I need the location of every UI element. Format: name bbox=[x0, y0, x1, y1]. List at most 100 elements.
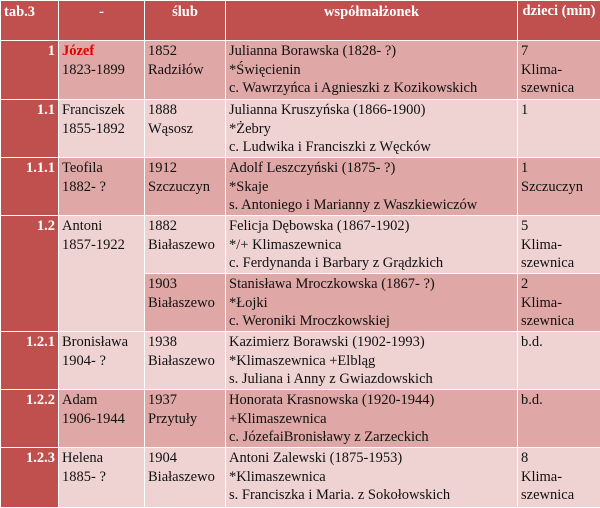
person-name: Antoni bbox=[62, 217, 141, 236]
person-name: Józef bbox=[62, 42, 141, 61]
spouse-birth-death: *Skaje bbox=[229, 178, 514, 197]
person-name: Bronisława bbox=[62, 333, 141, 352]
header-tab: tab.3 bbox=[1, 1, 59, 41]
children-text: 2 bbox=[521, 275, 597, 294]
spouse-parents: s. Antoniego i Marianny z Waszkiewiczów bbox=[229, 196, 514, 215]
person-name: Helena bbox=[62, 449, 141, 468]
spouse-parents: c. JózefaiBronisławy z Zarzeckich bbox=[229, 428, 514, 447]
person-years: 1823-1899 bbox=[62, 61, 141, 80]
person-years: 1882- ? bbox=[62, 178, 141, 197]
children-text: 1 bbox=[521, 101, 597, 120]
row-id: 1.2.2 bbox=[1, 390, 59, 448]
children-text: 7 bbox=[521, 42, 597, 61]
spouse-name: Honorata Krasnowska (1920-1944) bbox=[229, 391, 514, 410]
spouse-name: Stanisława Mroczkowska (1867- ?) bbox=[229, 275, 514, 294]
row-id: 1.1.1 bbox=[1, 158, 59, 216]
children-text: b.d. bbox=[521, 391, 597, 410]
children-text: 1 bbox=[521, 159, 597, 178]
row-id: 1.1 bbox=[1, 100, 59, 158]
spouse-parents: c. Ferdynanda i Barbary z Grądzkich bbox=[229, 254, 514, 273]
wedding-place: Białaszewo bbox=[148, 352, 222, 371]
spouse-birth-death: +Klimaszewnica bbox=[229, 410, 514, 429]
children-cell: 1 bbox=[518, 100, 600, 158]
spouse-parents: c. Ludwika i Franciszki z Węcków bbox=[229, 138, 514, 157]
children-text: 5 bbox=[521, 217, 597, 236]
spouse-birth-death: *Łojki bbox=[229, 294, 514, 313]
children-cell: b.d. bbox=[518, 332, 600, 390]
spouse-name: Julianna Kruszyńska (1866-1900) bbox=[229, 101, 514, 120]
person-name: Adam bbox=[62, 391, 141, 410]
wedding-year: 1904 bbox=[148, 449, 222, 468]
children-text: szewnica bbox=[521, 79, 597, 98]
spouse-parents: c. Wawrzyńca i Agnieszki z Kozikowskich bbox=[229, 79, 514, 98]
children-text: Szczuczyn bbox=[521, 178, 597, 197]
children-text: szewnica bbox=[521, 312, 597, 331]
person-years: 1906-1944 bbox=[62, 410, 141, 429]
children-text: 8 bbox=[521, 449, 597, 468]
wedding-year: 1912 bbox=[148, 159, 222, 178]
spouse-cell: Honorata Krasnowska (1920-1944)+Klimasze… bbox=[226, 390, 518, 448]
wedding-place: Białaszewo bbox=[148, 236, 222, 255]
spouse-parents: c. Weroniki Mroczkowskiej bbox=[229, 312, 514, 331]
wedding-year: 1888 bbox=[148, 101, 222, 120]
spouse-parents: s. Franciszka i Maria. z Sokołowskich bbox=[229, 486, 514, 505]
wedding-year: 1903 bbox=[148, 275, 222, 294]
spouse-birth-death: *Święcienin bbox=[229, 61, 514, 80]
wedding-year: 1937 bbox=[148, 391, 222, 410]
spouse-birth-death: *Klimaszewnica bbox=[229, 468, 514, 487]
wedding-place: Przytuły bbox=[148, 410, 222, 429]
children-text: Klima- bbox=[521, 236, 597, 255]
wedding-place: Radziłów bbox=[148, 61, 222, 80]
person-name: Franciszek bbox=[62, 101, 141, 120]
wedding-year: 1852 bbox=[148, 42, 222, 61]
wedding-year: 1882 bbox=[148, 217, 222, 236]
person-years: 1857-1922 bbox=[62, 236, 141, 255]
spouse-name: Felicja Dębowska (1867-1902) bbox=[229, 217, 514, 236]
wedding-place: Białaszewo bbox=[148, 294, 222, 313]
children-text: szewnica bbox=[521, 254, 597, 273]
spouse-birth-death: *Klimaszewnica +Elbląg bbox=[229, 352, 514, 371]
header-row: tab.3 - ślub współmałżonek dzieci (min) bbox=[1, 1, 600, 41]
row-id: 1.2.3 bbox=[1, 448, 59, 508]
header-person: - bbox=[59, 1, 145, 41]
wedding-year: 1938 bbox=[148, 333, 222, 352]
children-text: Klima- bbox=[521, 294, 597, 313]
children-cell: b.d. bbox=[518, 390, 600, 448]
wedding-place: Wąsosz bbox=[148, 120, 222, 139]
spouse-birth-death: */+ Klimaszewnica bbox=[229, 236, 514, 255]
children-text: b.d. bbox=[521, 333, 597, 352]
spouse-name: Julianna Borawska (1828- ?) bbox=[229, 42, 514, 61]
row-id: 1.2 bbox=[1, 216, 59, 332]
person-name: Teofila bbox=[62, 159, 141, 178]
spouse-cell: Antoni Zalewski (1875-1953)*Klimaszewnic… bbox=[226, 448, 518, 508]
spouse-parents: s. Juliana i Anny z Gwiazdowskich bbox=[229, 370, 514, 389]
person-years: 1885- ? bbox=[62, 468, 141, 487]
children-text: Klima- bbox=[521, 61, 597, 80]
